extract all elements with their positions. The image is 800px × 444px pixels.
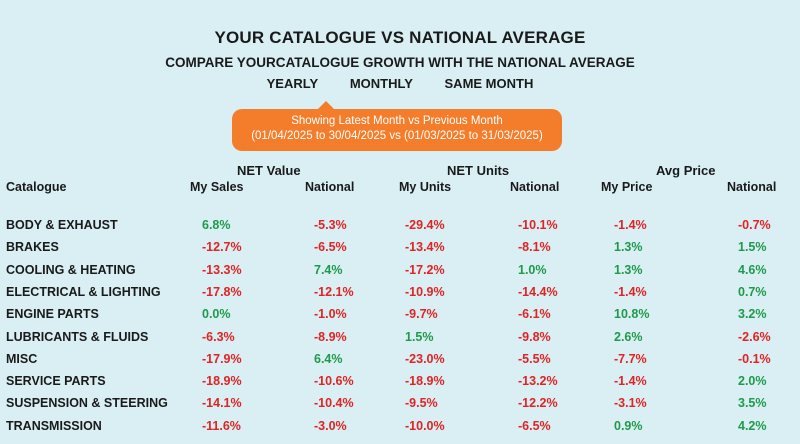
cell-national-units: -8.1%	[518, 240, 551, 255]
cell-national-value: 7.4%	[314, 262, 343, 277]
cell-my-price: -1.4%	[614, 284, 647, 299]
cell-catalogue-name: ENGINE PARTS	[6, 307, 99, 322]
cell-national-units: -6.5%	[518, 418, 551, 433]
cell-national-units: 1.0%	[518, 262, 547, 277]
cell-my-price: -7.7%	[614, 351, 647, 366]
cell-my-units: -10.0%	[405, 418, 445, 433]
column-header-national-value: National	[305, 180, 355, 194]
table-row: COOLING & HEATING -13.3% 7.4% -17.2% 1.0% 1.3…	[0, 263, 800, 285]
cell-my-price: 2.6%	[614, 329, 643, 344]
cell-national-price: 4.2%	[738, 418, 767, 433]
cell-catalogue-name: COOLING & HEATING	[6, 262, 136, 277]
column-header-my-units: My Units	[399, 180, 452, 194]
column-header-national-units: National	[510, 180, 560, 194]
cell-my-price: 1.3%	[614, 262, 643, 277]
cell-national-units: -5.5%	[518, 351, 551, 366]
cell-national-units: -9.8%	[518, 329, 551, 344]
column-header-my-sales: My Sales	[190, 180, 244, 194]
cell-my-price: -1.4%	[614, 374, 647, 389]
cell-national-value: -5.3%	[314, 218, 347, 232]
table-row: BRAKES -12.7% -6.5% -13.4% -8.1% 1.3% 1.5%	[0, 240, 800, 262]
cell-national-price: 1.5%	[738, 240, 767, 255]
cell-my-units: -29.4%	[405, 218, 445, 232]
page-title: YOUR CATALOGUE VS NATIONAL AVERAGE	[214, 28, 586, 47]
period-info-callout: Showing Latest Month vs Previous Month (…	[232, 101, 562, 151]
cell-national-value: 6.4%	[314, 351, 343, 366]
cell-my-sales: -17.9%	[202, 351, 242, 366]
cell-my-units: -13.4%	[405, 240, 445, 255]
cell-my-units: -17.2%	[405, 262, 445, 277]
table-row: ENGINE PARTS 0.0% -1.0% -9.7% -6.1% 10.8% 3.2%	[0, 307, 800, 329]
tab-yearly[interactable]: YEARLY	[266, 76, 319, 91]
cell-national-price: -0.1%	[738, 351, 771, 366]
cell-my-units: 1.5%	[405, 329, 434, 344]
cell-my-price: 10.8%	[614, 307, 650, 322]
cell-national-value: -12.1%	[314, 284, 354, 299]
tab-monthly[interactable]: MONTHLY	[349, 76, 413, 91]
cell-my-sales: -11.6%	[202, 418, 241, 433]
cell-national-units: -14.4%	[518, 284, 558, 299]
cell-catalogue-name: BODY & EXHAUST	[6, 218, 118, 232]
group-header-net-value: NET Value	[237, 163, 301, 178]
cell-national-price: 3.5%	[738, 396, 767, 411]
cell-national-price: 3.2%	[738, 307, 767, 322]
table-row: ELECTRICAL & LIGHTING -17.8% -12.1% -10.9% -…	[0, 285, 800, 307]
cell-catalogue-name: BRAKES	[6, 240, 59, 255]
cell-my-sales: -6.3%	[202, 329, 235, 344]
cell-catalogue-name: LUBRICANTS & FLUIDS	[6, 329, 149, 344]
cell-my-sales: -18.9%	[202, 374, 242, 389]
cell-my-sales: -14.1%	[202, 396, 242, 411]
cell-my-price: 0.9%	[614, 418, 643, 433]
cell-catalogue-name: MISC	[6, 351, 38, 366]
cell-my-sales: -17.8%	[202, 284, 242, 299]
cell-catalogue-name: TRANSMISSION	[6, 418, 102, 433]
cell-catalogue-name: SERVICE PARTS	[6, 374, 106, 389]
table-row: SERVICE PARTS -18.9% -10.6% -18.9% -13.2% -1.…	[0, 374, 800, 396]
group-header-avg-price: Avg Price	[656, 163, 716, 178]
cell-my-units: -10.9%	[405, 284, 445, 299]
cell-national-units: -10.1%	[518, 218, 558, 232]
page-subtitle: COMPARE YOURCATALOGUE GROWTH WITH THE NA…	[165, 55, 635, 70]
tab-same-month[interactable]: SAME MONTH	[444, 76, 534, 91]
cell-catalogue-name: SUSPENSION & STEERING	[6, 396, 168, 411]
cell-national-price: -2.6%	[738, 329, 771, 344]
cell-national-price: 0.7%	[738, 284, 767, 299]
cell-my-units: -9.7%	[405, 307, 438, 322]
cell-my-units: -18.9%	[405, 374, 445, 389]
table-row: SUSPENSION & STEERING -14.1% -10.4% -9.5% -1…	[0, 396, 800, 418]
cell-national-value: -10.4%	[314, 396, 354, 411]
table-row: BODY & EXHAUST 6.8% -5.3% -29.4% -10.1% -1.4%…	[0, 218, 800, 240]
cell-my-sales: -13.3%	[202, 262, 242, 277]
cell-my-sales: 0.0%	[202, 307, 231, 322]
period-tabs: YEARLY MONTHLY SAME MONTH	[0, 76, 800, 91]
cell-my-price: -3.1%	[614, 396, 647, 411]
cell-my-units: -23.0%	[405, 351, 445, 366]
cell-national-units: -12.2%	[518, 396, 558, 411]
group-header-net-units: NET Units	[447, 163, 510, 178]
cell-national-value: -10.6%	[314, 374, 354, 389]
cell-national-value: -1.0%	[314, 307, 347, 322]
cell-national-value: -3.0%	[314, 418, 347, 433]
cell-national-price: -0.7%	[738, 218, 771, 232]
cell-my-sales: 6.8%	[202, 218, 231, 232]
cell-national-units: -6.1%	[518, 307, 551, 322]
cell-national-value: -8.9%	[314, 329, 347, 344]
table-row: LUBRICANTS & FLUIDS -6.3% -8.9% 1.5% -9.8% 2.…	[0, 330, 800, 352]
table-row: MISC -17.9% 6.4% -23.0% -5.5% -7.7% -0.1%	[0, 352, 800, 374]
cell-national-units: -13.2%	[518, 374, 558, 389]
cell-my-price: -1.4%	[614, 218, 647, 232]
period-info-line1: Showing Latest Month vs Previous Month	[291, 115, 503, 127]
column-header-national-price: National	[727, 180, 777, 194]
cell-catalogue-name: ELECTRICAL & LIGHTING	[6, 284, 161, 299]
column-header-my-price: My Price	[601, 180, 653, 194]
cell-national-price: 4.6%	[738, 262, 767, 277]
period-info-line2: (01/04/2025 to 30/04/2025 vs (01/03/2025…	[251, 130, 543, 142]
table-row: TRANSMISSION -11.6% -3.0% -10.0% -6.5% 0.9% 4.…	[0, 419, 800, 441]
cell-national-value: -6.5%	[314, 240, 347, 255]
cell-my-sales: -12.7%	[202, 240, 242, 255]
cell-my-units: -9.5%	[405, 396, 438, 411]
cell-national-price: 2.0%	[738, 374, 767, 389]
column-header-catalogue: Catalogue	[6, 180, 67, 194]
cell-my-price: 1.3%	[614, 240, 643, 255]
